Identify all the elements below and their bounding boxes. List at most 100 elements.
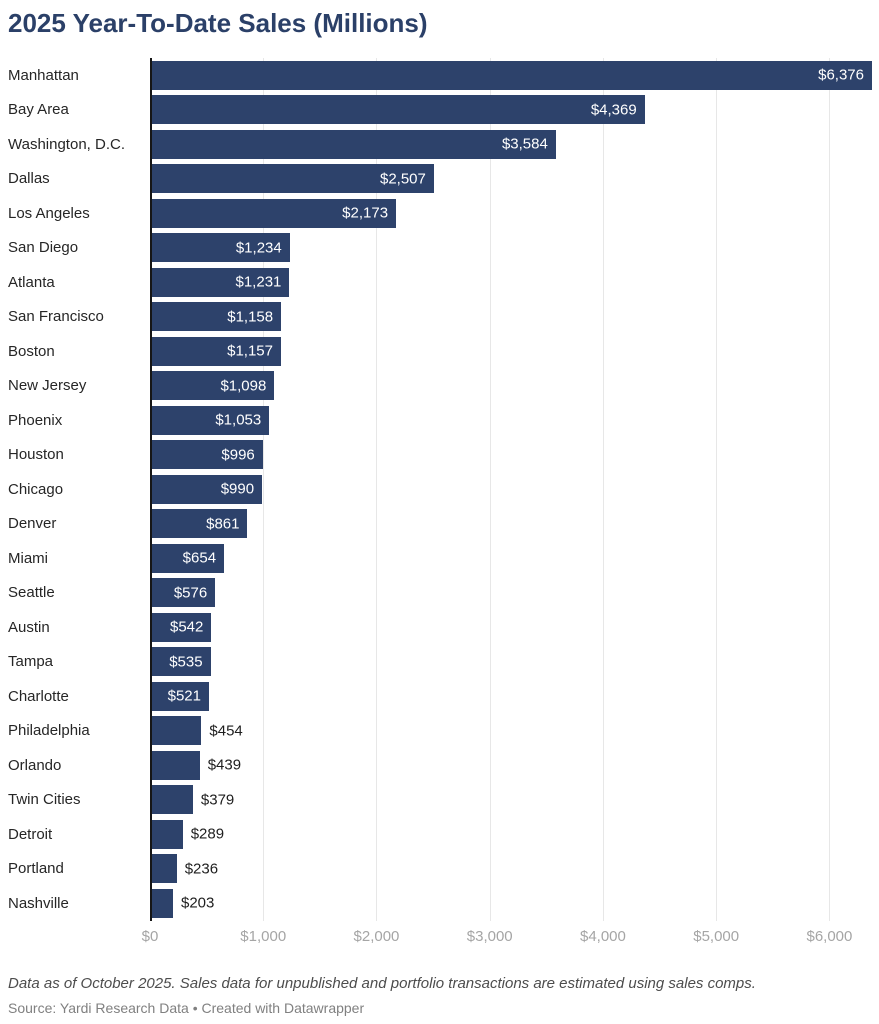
bar-area: $454 xyxy=(150,716,872,746)
bar: $990 xyxy=(150,474,263,504)
chart-row: Houston $996 xyxy=(0,438,879,473)
bar: $2,173 xyxy=(150,198,397,228)
bar: $1,157 xyxy=(150,336,281,366)
bar-area: $3,584 xyxy=(150,129,872,159)
chart-row: Denver $861 xyxy=(0,507,879,542)
bar: $1,231 xyxy=(150,267,290,297)
chart-row: Philadelphia $454 xyxy=(0,714,879,749)
category-label: San Francisco xyxy=(8,308,104,326)
bar: $654 xyxy=(150,543,225,573)
chart-row: Tampa $535 xyxy=(0,645,879,680)
bar-area: $439 xyxy=(150,750,872,780)
category-label: Tampa xyxy=(8,653,54,671)
category-label: Twin Cities xyxy=(8,791,81,809)
bar: $542 xyxy=(150,612,212,642)
chart-row: Bay Area $4,369 xyxy=(0,93,879,128)
chart-row: San Francisco $1,158 xyxy=(0,300,879,335)
bar: $535 xyxy=(150,647,211,677)
chart-row: Washington, D.C. $3,584 xyxy=(0,127,879,162)
chart-rows: Manhattan $6,376 Bay Area $4,369 Washington,… xyxy=(0,58,879,921)
bar xyxy=(150,750,200,780)
value-label: $542 xyxy=(169,618,204,636)
bar xyxy=(150,888,173,918)
chart-note: Data as of October 2025. Sales data for … xyxy=(8,974,756,992)
chart-row: Miami $654 xyxy=(0,541,879,576)
bar-area: $1,098 xyxy=(150,371,872,401)
x-axis: $0 $1,000 $2,000 $3,000 $4,000 $5,000 $6,000 xyxy=(142,921,872,947)
value-label: $236 xyxy=(184,860,219,878)
value-label: $535 xyxy=(169,653,203,671)
value-label: $203 xyxy=(180,894,215,912)
value-label: $1,098 xyxy=(220,377,267,395)
bar xyxy=(150,716,202,746)
chart-row: Manhattan $6,376 xyxy=(0,58,879,93)
x-tick-label: $1,000 xyxy=(240,927,287,945)
bar-area: $996 xyxy=(150,440,872,470)
category-label: Nashville xyxy=(8,894,69,912)
category-label: Philadelphia xyxy=(8,722,90,740)
bar: $2,507 xyxy=(150,164,434,194)
bar-area: $535 xyxy=(150,647,872,677)
chart-row: Chicago $990 xyxy=(0,472,879,507)
category-label: Dallas xyxy=(8,170,50,188)
bar: $996 xyxy=(150,440,263,470)
value-label: $990 xyxy=(220,480,255,498)
value-label: $1,231 xyxy=(235,273,282,291)
bar-area: $6,376 xyxy=(150,60,872,90)
datawrapper-attribution-link[interactable]: Created with Datawrapper xyxy=(201,1000,365,1017)
chart-row: Los Angeles $2,173 xyxy=(0,196,879,231)
bar-area: $289 xyxy=(150,819,872,849)
bar-area: $990 xyxy=(150,474,872,504)
value-label: $521 xyxy=(167,687,201,705)
chart-row: Orlando $439 xyxy=(0,748,879,783)
bar-area: $861 xyxy=(150,509,872,539)
category-label: Chicago xyxy=(8,480,64,498)
category-label: Orlando xyxy=(8,756,62,774)
bar: $6,376 xyxy=(150,60,872,90)
category-label: Austin xyxy=(8,618,50,636)
chart-row: Boston $1,157 xyxy=(0,334,879,369)
chart-row: Nashville $203 xyxy=(0,886,879,921)
source-name: Yardi Research Data xyxy=(59,1000,189,1017)
value-label: $2,173 xyxy=(342,204,389,222)
bar-area: $1,231 xyxy=(150,267,872,297)
bar: $1,053 xyxy=(150,405,270,435)
bar-chart: Manhattan $6,376 Bay Area $4,369 Washington,… xyxy=(0,58,879,947)
bar: $4,369 xyxy=(150,95,645,125)
bar-area: $203 xyxy=(150,888,872,918)
chart-title: 2025 Year-To-Date Sales (Millions) xyxy=(8,8,428,38)
value-label: $439 xyxy=(207,756,242,774)
x-tick-label: $5,000 xyxy=(693,927,740,945)
category-label: Detroit xyxy=(8,825,53,843)
bar: $1,158 xyxy=(150,302,282,332)
chart-row: Portland $236 xyxy=(0,852,879,887)
bar-area: $1,157 xyxy=(150,336,872,366)
bar-area: $236 xyxy=(150,854,872,884)
value-label: $3,584 xyxy=(501,135,548,153)
value-label: $861 xyxy=(206,515,240,533)
x-tick-label: $6,000 xyxy=(806,927,853,945)
category-label: Denver xyxy=(8,515,57,533)
chart-row: Atlanta $1,231 xyxy=(0,265,879,300)
bar-area: $1,234 xyxy=(150,233,872,263)
bar xyxy=(150,785,193,815)
bar-area: $1,158 xyxy=(150,302,872,332)
bar: $3,584 xyxy=(150,129,556,159)
category-label: Los Angeles xyxy=(8,204,90,222)
x-tick-label: $0 xyxy=(141,927,159,945)
bar-area: $521 xyxy=(150,681,872,711)
category-label: Boston xyxy=(8,342,55,360)
value-label: $1,158 xyxy=(227,308,274,326)
chart-row: Twin Cities $379 xyxy=(0,783,879,818)
bar-area: $2,507 xyxy=(150,164,872,194)
bar-area: $1,053 xyxy=(150,405,872,435)
category-label: Miami xyxy=(8,549,48,567)
bar: $576 xyxy=(150,578,216,608)
chart-row: Austin $542 xyxy=(0,610,879,645)
category-label: Washington, D.C. xyxy=(8,135,125,153)
bar: $861 xyxy=(150,509,248,539)
category-label: New Jersey xyxy=(8,377,87,395)
chart-row: New Jersey $1,098 xyxy=(0,369,879,404)
bar-area: $379 xyxy=(150,785,872,815)
bar: $1,234 xyxy=(150,233,290,263)
